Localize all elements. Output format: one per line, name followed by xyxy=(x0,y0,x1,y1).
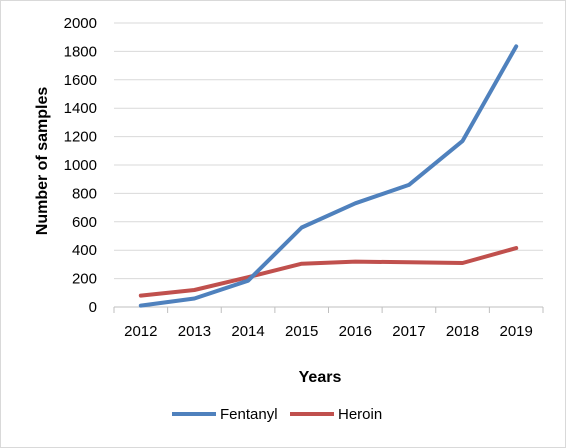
x-tick-label: 2017 xyxy=(392,323,425,340)
x-axis xyxy=(113,306,544,313)
x-tick-labels: 2012 2013 2014 2015 2016 2017 2018 2019 xyxy=(124,323,533,340)
y-axis-title: Number of samples xyxy=(34,87,51,236)
x-tick-label: 2018 xyxy=(446,323,479,340)
legend: Fentanyl Heroin xyxy=(172,406,382,423)
series-line-fentanyl xyxy=(138,44,519,308)
x-tick-label: 2013 xyxy=(178,323,211,340)
y-tick-label: 2000 xyxy=(64,15,97,32)
y-tick-label: 1200 xyxy=(64,129,97,146)
x-axis-title: Years xyxy=(299,369,342,386)
y-tick-label: 1800 xyxy=(64,43,97,60)
x-tick-label: 2016 xyxy=(339,323,372,340)
y-tick-label: 800 xyxy=(72,185,97,202)
legend-label-fentanyl: Fentanyl xyxy=(220,406,278,423)
series-lines xyxy=(138,44,519,308)
x-tick-label: 2015 xyxy=(285,323,318,340)
y-tick-label: 1400 xyxy=(64,100,97,117)
y-tick-labels: 0 200 400 600 800 1000 1200 1400 1600 1800 2000 xyxy=(64,15,97,316)
series-line-heroin xyxy=(138,246,519,298)
x-tick-label: 2014 xyxy=(231,323,264,340)
y-tick-label: 400 xyxy=(72,242,97,259)
x-tick-label: 2012 xyxy=(124,323,157,340)
y-tick-label: 0 xyxy=(89,299,97,316)
x-tick-label: 2019 xyxy=(500,323,533,340)
y-tick-label: 1000 xyxy=(64,157,97,174)
y-tick-label: 1600 xyxy=(64,72,97,89)
legend-label-heroin: Heroin xyxy=(338,406,382,423)
y-tick-label: 200 xyxy=(72,271,97,288)
gridlines xyxy=(114,22,543,280)
y-tick-label: 600 xyxy=(72,214,97,231)
